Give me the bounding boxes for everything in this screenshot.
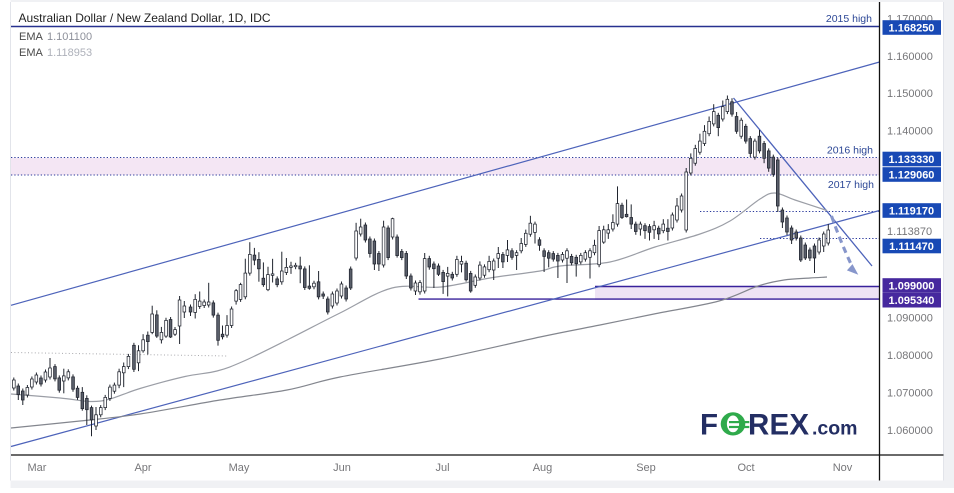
svg-text:1.129060: 1.129060	[889, 169, 935, 181]
svg-text:1.090000: 1.090000	[887, 313, 933, 325]
svg-text:Aug: Aug	[533, 462, 553, 474]
svg-text:1.095340: 1.095340	[889, 295, 935, 307]
svg-text:1.080000: 1.080000	[887, 350, 933, 362]
svg-text:1.111470: 1.111470	[889, 241, 934, 253]
svg-text:Sep: Sep	[636, 462, 656, 474]
svg-text:1.101100: 1.101100	[47, 31, 92, 43]
svg-text:1.099000: 1.099000	[889, 280, 935, 292]
svg-text:Jul: Jul	[435, 462, 449, 474]
svg-text:1.150000: 1.150000	[887, 88, 933, 100]
svg-text:2015 high: 2015 high	[826, 13, 872, 25]
svg-text:Oct: Oct	[737, 462, 754, 474]
svg-text:2016 high: 2016 high	[827, 145, 873, 157]
svg-text:Apr: Apr	[134, 462, 151, 474]
svg-text:1.070000: 1.070000	[887, 387, 933, 399]
svg-text:Mar: Mar	[28, 462, 47, 474]
svg-text:1.140000: 1.140000	[887, 126, 933, 138]
svg-text:1.118953: 1.118953	[47, 47, 92, 59]
svg-text:May: May	[229, 462, 250, 474]
svg-text:REX: REX	[748, 409, 809, 442]
svg-text:Jun: Jun	[333, 462, 351, 474]
svg-text:F: F	[700, 409, 719, 442]
svg-text:1.119170: 1.119170	[889, 205, 934, 217]
svg-text:EMA: EMA	[19, 31, 44, 43]
svg-text:Nov: Nov	[833, 462, 853, 474]
svg-text:Australian Dollar / New Zealan: Australian Dollar / New Zealand Dollar, …	[19, 11, 271, 25]
svg-text:1.160000: 1.160000	[887, 51, 933, 63]
svg-text:1.168250: 1.168250	[889, 22, 935, 34]
svg-text:1.113870: 1.113870	[887, 226, 932, 238]
svg-text:.com: .com	[812, 417, 858, 439]
svg-text:1.133330: 1.133330	[889, 154, 935, 166]
svg-text:1.060000: 1.060000	[887, 425, 933, 437]
svg-text:2017 high: 2017 high	[828, 179, 874, 191]
svg-text:EMA: EMA	[19, 47, 44, 59]
